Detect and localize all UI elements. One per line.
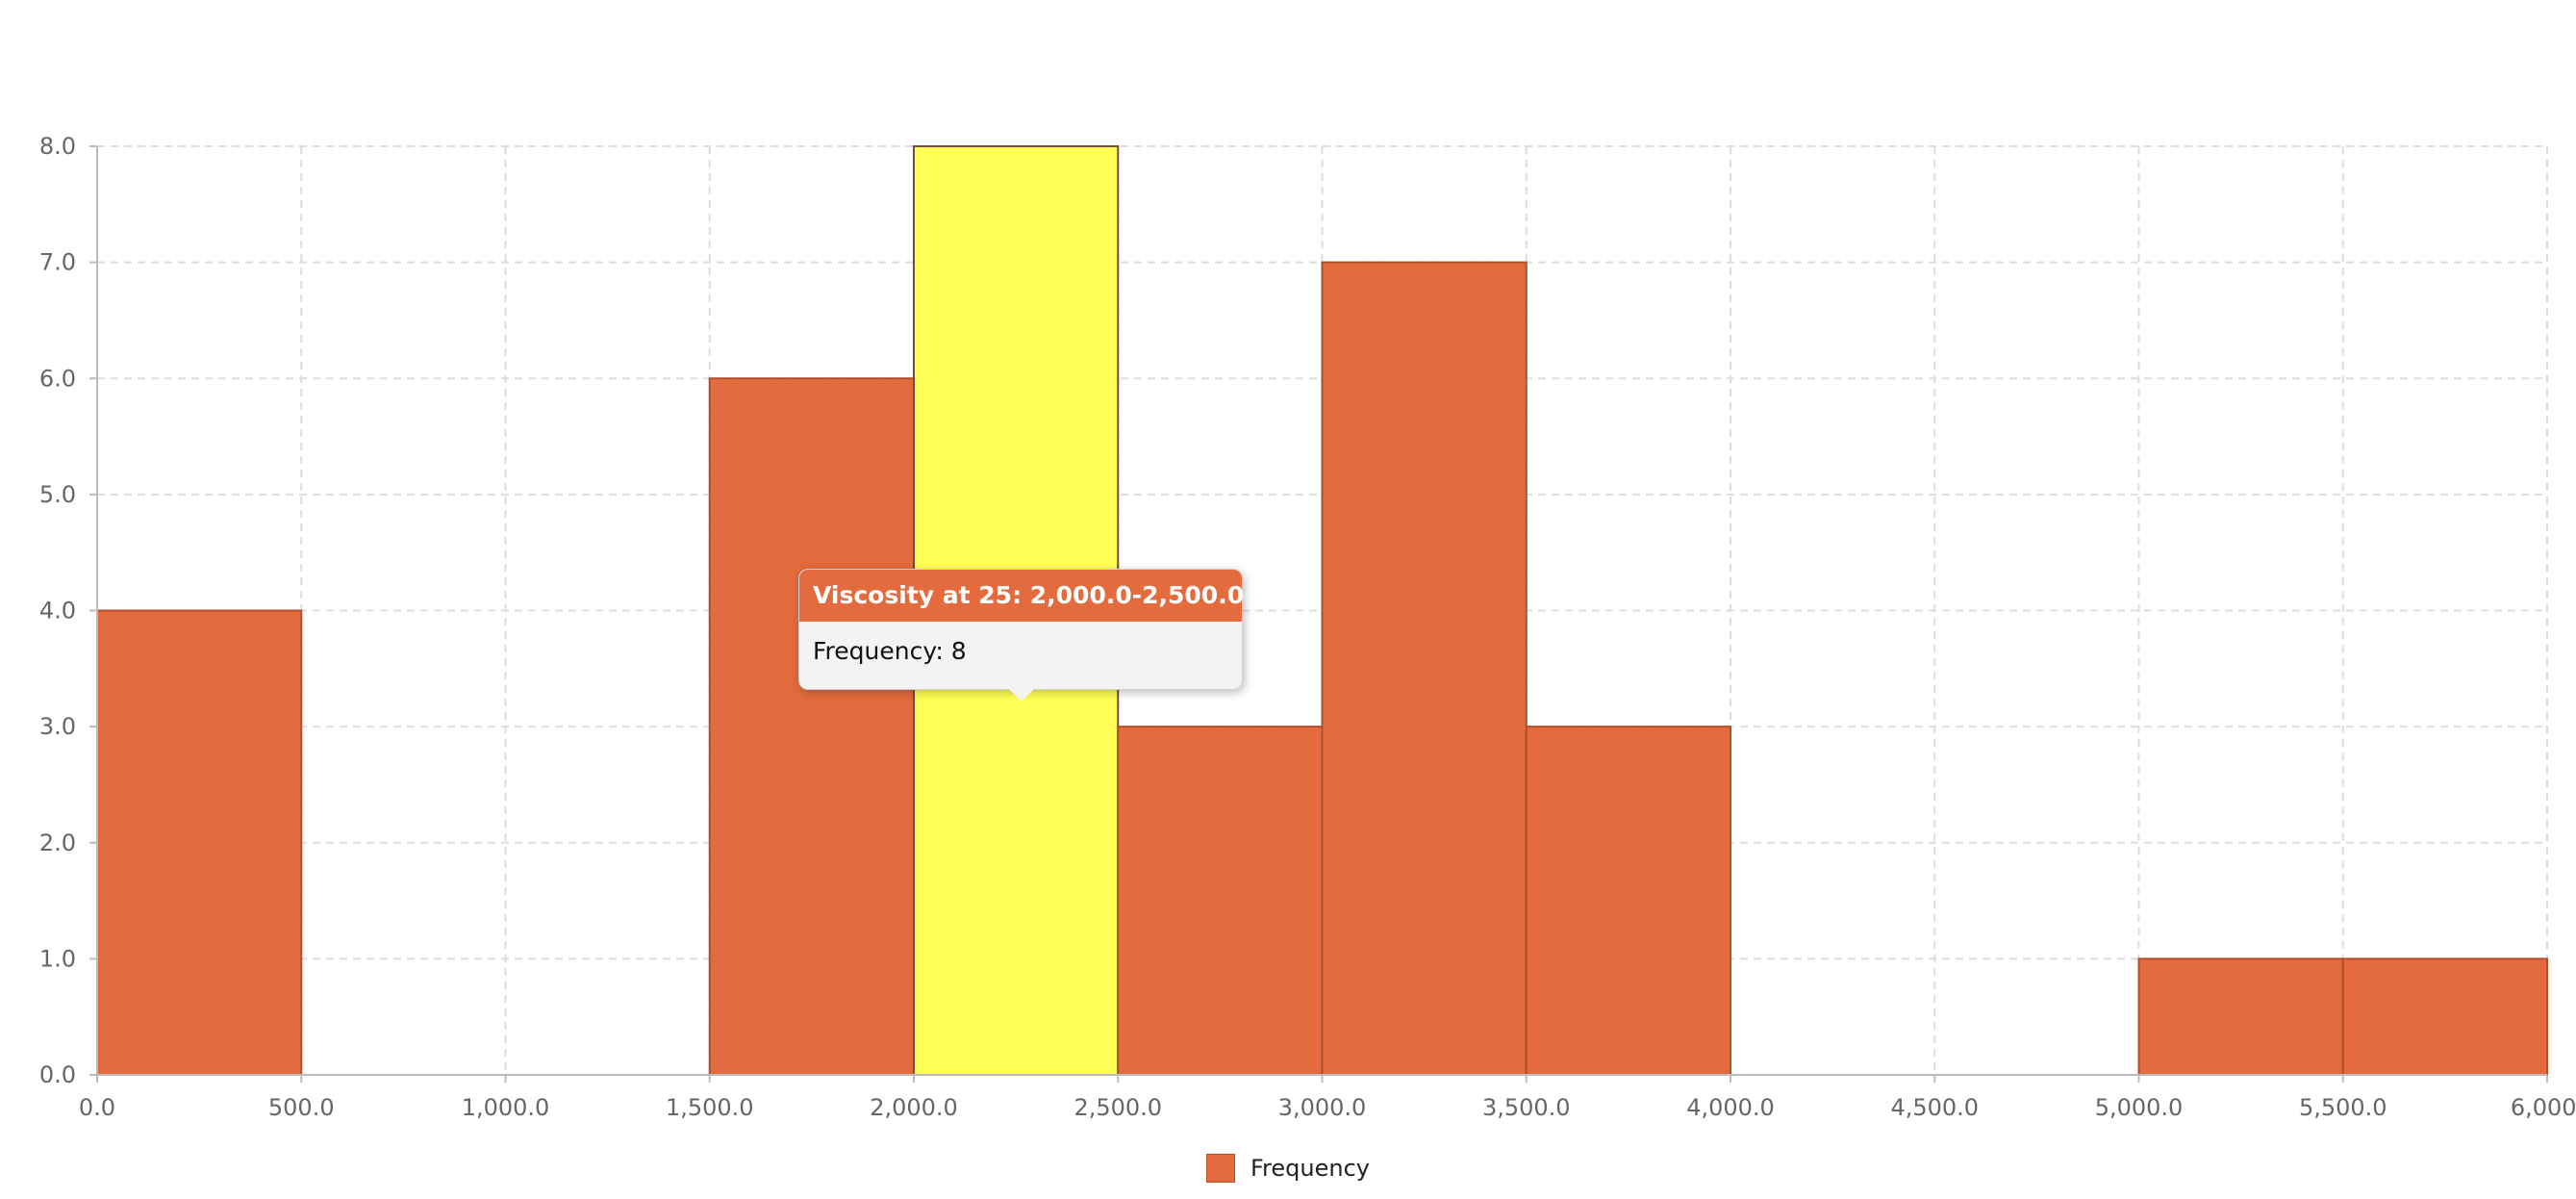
- x-tick-label: 1,000.0: [462, 1094, 550, 1121]
- y-tick-label: 1.0: [39, 945, 76, 972]
- legend[interactable]: Frequency: [1206, 1154, 1370, 1183]
- y-tick-label: 4.0: [39, 598, 76, 625]
- bar[interactable]: [96, 609, 303, 1076]
- x-tick-label: 4,500.0: [1890, 1094, 1979, 1121]
- y-tick-label: 3.0: [39, 713, 76, 740]
- bar[interactable]: [1117, 726, 1324, 1076]
- x-tick-label: 0.0: [79, 1094, 115, 1121]
- y-axis-ticks: 0.0 1.0 2.0 3.0 4.0 5.0 6.0 7.0 8.0: [39, 133, 97, 1088]
- legend-label-frequency[interactable]: Frequency: [1250, 1155, 1370, 1182]
- bar-tooltip: Viscosity at 25: 2,000.0-2,500.0 Frequen…: [798, 569, 1244, 702]
- bars: [96, 145, 2548, 1076]
- bar[interactable]: [1321, 261, 1528, 1076]
- y-tick-label: 0.0: [39, 1061, 76, 1088]
- tooltip-value: Frequency: 8: [813, 637, 967, 665]
- tooltip-title: Viscosity at 25: 2,000.0-2,500.0: [799, 570, 1244, 622]
- bar[interactable]: [1525, 726, 1731, 1076]
- x-axis-ticks: 0.0 500.0 1,000.0 1,500.0 2,000.0 2,500.0 3,00…: [79, 1075, 2576, 1121]
- x-tick-label: 2,000.0: [870, 1094, 958, 1121]
- bar[interactable]: [2137, 957, 2344, 1076]
- bar[interactable]: [2341, 957, 2548, 1076]
- x-tick-label: 5,000.0: [2095, 1094, 2184, 1121]
- x-tick-label: 4,000.0: [1686, 1094, 1775, 1121]
- y-tick-label: 5.0: [39, 481, 76, 508]
- x-tick-label: 3,000.0: [1278, 1094, 1367, 1121]
- x-tick-label: 500.0: [268, 1094, 335, 1121]
- x-tick-label: 1,500.0: [666, 1094, 754, 1121]
- x-tick-label: 3,500.0: [1482, 1094, 1571, 1121]
- y-tick-label: 7.0: [39, 249, 76, 276]
- y-tick-label: 8.0: [39, 133, 76, 160]
- x-tick-label: 2,500.0: [1073, 1094, 1162, 1121]
- legend-swatch-frequency[interactable]: [1206, 1154, 1235, 1183]
- bar[interactable]: [708, 377, 915, 1076]
- y-tick-label: 6.0: [39, 365, 76, 392]
- x-tick-label: 5,500.0: [2299, 1094, 2387, 1121]
- x-tick-label: 6,000.: [2511, 1094, 2576, 1121]
- y-tick-label: 2.0: [39, 829, 76, 856]
- tooltip-arrow: [1009, 689, 1034, 702]
